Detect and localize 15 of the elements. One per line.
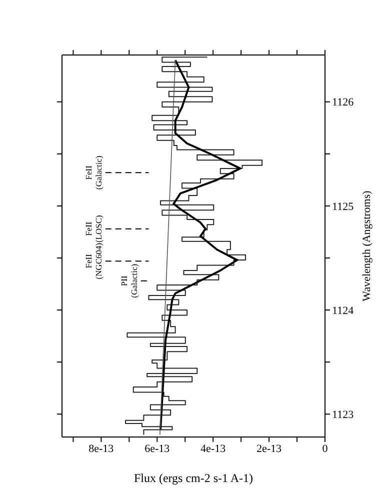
ref-line-label: FeII (Galactic) [83, 155, 104, 190]
x-tick-label: 0 [322, 442, 328, 455]
y-axis-title: Wavelength (Angstroms) [360, 190, 373, 302]
x-axis-title: Flux (ergs cm-2 s-1 A-1) [134, 471, 254, 485]
ref-line-label: PII (Galactic) [118, 264, 139, 298]
ref-line-label: FeII (LOSC) [83, 214, 104, 243]
x-tick-label: 2e-13 [256, 442, 282, 455]
ref-line-label: FeII (NGC604) [83, 242, 104, 280]
y-tick-label: 1123 [332, 409, 354, 422]
y-tick-label: 1126 [332, 96, 354, 109]
y-tick-label: 1125 [332, 200, 354, 213]
x-tick-label: 4e-13 [200, 442, 226, 455]
x-tick-label: 6e-13 [144, 442, 170, 455]
y-tick-label: 1124 [332, 304, 354, 317]
x-tick-label: 8e-13 [88, 442, 114, 455]
